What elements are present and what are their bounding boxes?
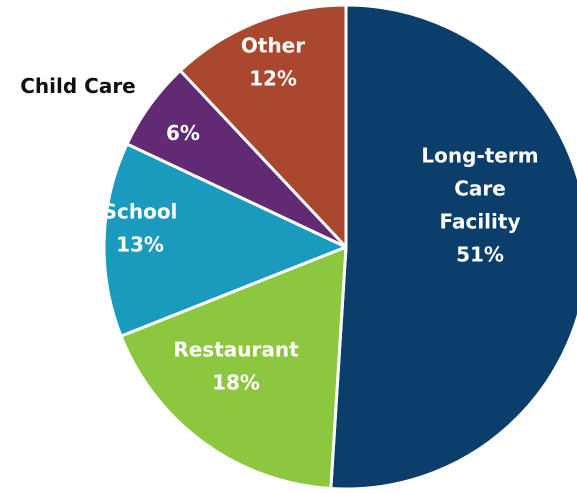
- slice-label-long-term-care-facility-line-0: Long-term: [421, 144, 538, 168]
- slice-label-school-line-0: School: [103, 200, 178, 224]
- slice-value-restaurant: 18%: [212, 371, 260, 395]
- slice-value-long-term-care-facility: 51%: [456, 243, 504, 267]
- slice-label-restaurant-line-0: Restaurant: [173, 338, 299, 362]
- pie-slice-school: [102, 142, 348, 338]
- pie-slice-other: [178, 3, 348, 249]
- slice-label-child-care: Child Care: [20, 74, 136, 98]
- slice-value-other: 12%: [249, 67, 297, 91]
- slice-value-child-care: 6%: [166, 121, 200, 145]
- slice-label-long-term-care-facility-line-1: Care: [454, 177, 506, 201]
- pie-slice-restaurant: [119, 245, 348, 491]
- slice-label-other-line-0: Other: [241, 34, 305, 58]
- slice-label-long-term-care-facility-line-2: Facility: [439, 210, 520, 234]
- pie-slice-long-term-care-facility: [329, 3, 577, 491]
- slice-value-school: 13%: [116, 233, 164, 257]
